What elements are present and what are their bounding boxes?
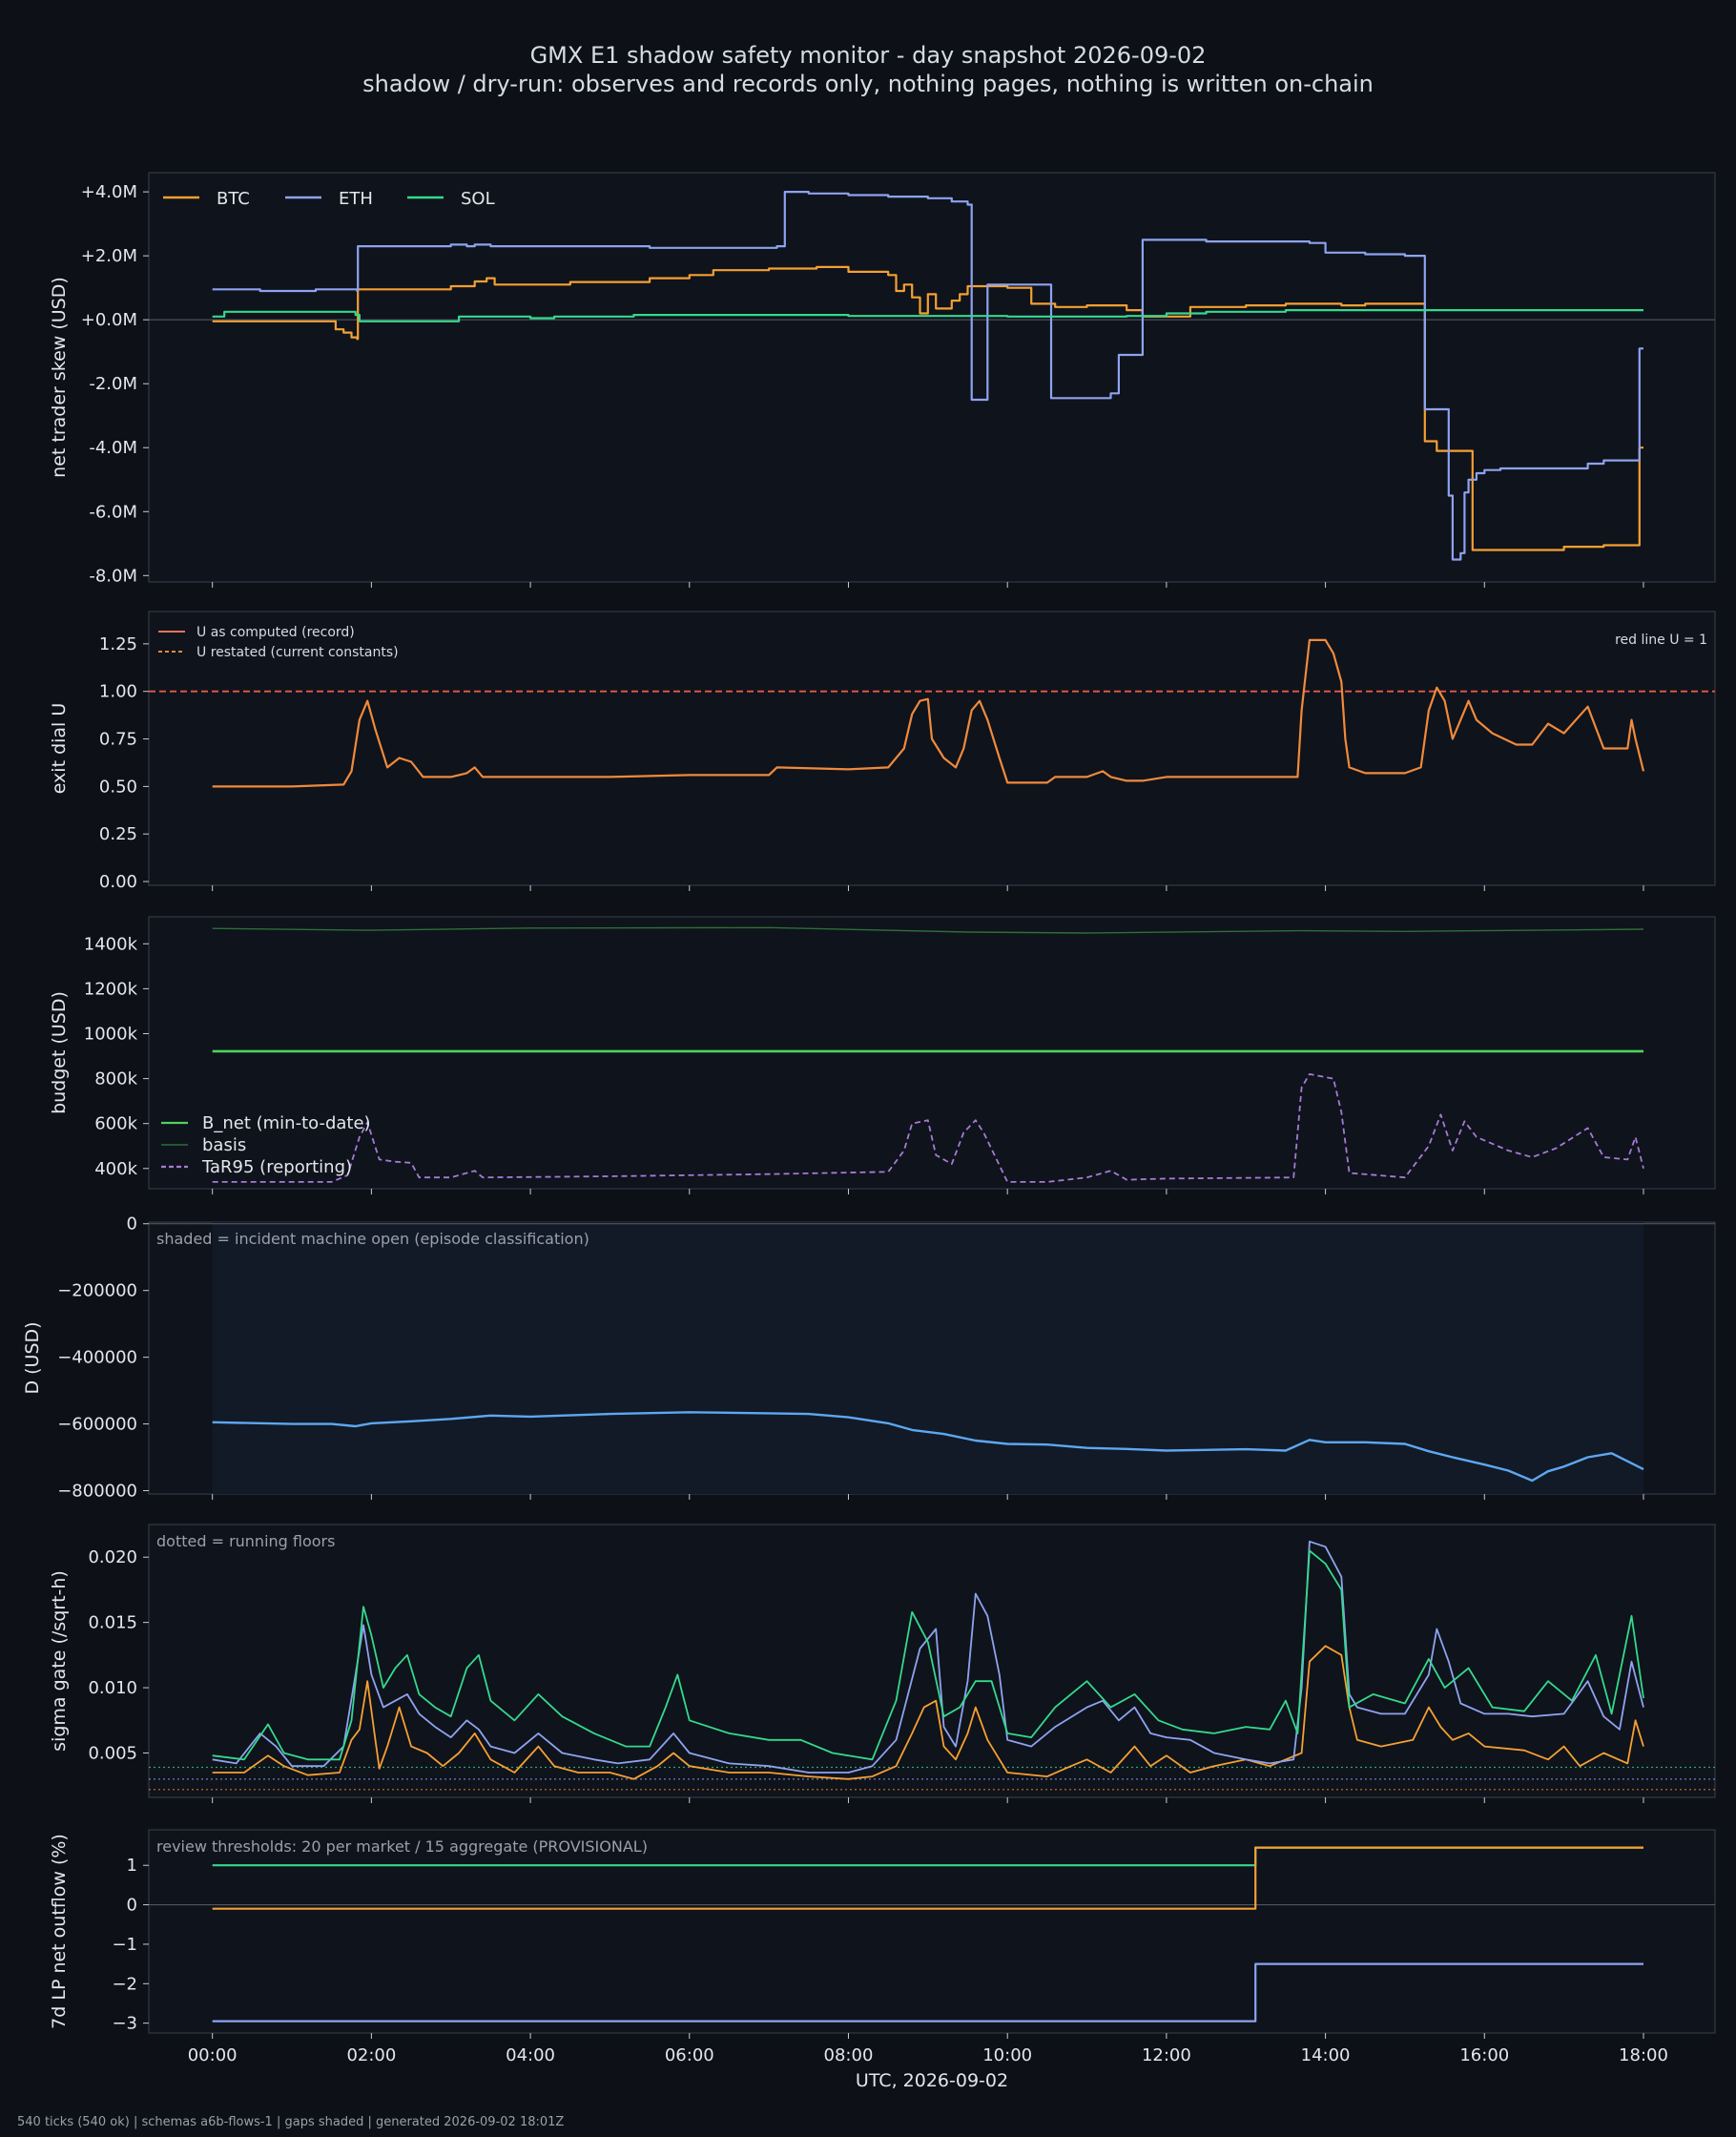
y-tick-label: 600k xyxy=(94,1114,137,1134)
legend-label: basis xyxy=(202,1135,246,1155)
legend: BTC ETH SOL xyxy=(163,189,495,209)
y-tick-label: +4.0M xyxy=(81,182,137,202)
panel-frame xyxy=(148,1829,1716,2034)
y-tick-label: −2 xyxy=(112,1974,137,1994)
series-line-sol xyxy=(212,309,1643,322)
figure-subtitle: shadow / dry-run: observes and records o… xyxy=(362,71,1374,97)
y-tick-label: 0.50 xyxy=(99,777,137,797)
y-tick-label: 1.00 xyxy=(99,682,137,702)
y-tick-label: +2.0M xyxy=(81,246,137,266)
series-line-d xyxy=(212,1411,1644,1483)
y-tick-label: -6.0M xyxy=(89,502,137,522)
series-line-basis xyxy=(212,926,1644,934)
y-axis-label: 7d LP net outflow (%) xyxy=(49,1834,70,2029)
chart-panels: +4.0M +2.0M +0.0M -2.0M -4.0M -6.0M -8.0M net t… xyxy=(22,172,1716,2091)
y-axis-label: exit dial U xyxy=(49,703,70,795)
y-tick-label: 0.015 xyxy=(88,1613,137,1633)
y-tick-label: 0.020 xyxy=(88,1547,137,1567)
series-line-sol xyxy=(212,1549,1644,1761)
legend-label: ETH xyxy=(339,189,373,209)
legend-label: B_net (min-to-date) xyxy=(202,1113,371,1133)
chart-panel-1: +4.0M +2.0M +0.0M -2.0M -4.0M -6.0M -8.0M net t… xyxy=(49,172,1716,588)
x-tick-label: 02:00 xyxy=(346,2045,396,2065)
y-tick-label: 1000k xyxy=(84,1024,138,1044)
x-tick-label: 06:00 xyxy=(665,2045,714,2065)
figure-title: GMX E1 shadow safety monitor - day snaps… xyxy=(530,42,1207,69)
incident-shade xyxy=(212,1222,1643,1494)
y-tick-label: −1 xyxy=(112,1935,137,1955)
x-axis-label: UTC, 2026-09-02 xyxy=(856,2070,1008,2091)
series-line-btc xyxy=(212,1846,1643,1910)
y-tick-label: 0.00 xyxy=(99,872,137,892)
chart-panel-2: red line U = 1 1.25 1.00 0.75 0.50 0.25 0.00 ex… xyxy=(49,611,1716,892)
y-tick-label: -8.0M xyxy=(89,566,137,586)
y-tick-label: 0 xyxy=(127,1214,137,1234)
series-group xyxy=(212,638,1645,788)
y-tick-label: -4.0M xyxy=(89,438,137,458)
chart-panel-4: 0 −200000 −400000 −600000 −800000 D (USD) shad… xyxy=(22,1214,1716,1502)
y-axis-label: D (USD) xyxy=(22,1321,43,1394)
y-axis-label: sigma gate (/sqrt-h) xyxy=(49,1570,70,1752)
series-group xyxy=(212,191,1643,561)
y-tick-label: −800000 xyxy=(57,1482,137,1502)
y-tick-label: 1.25 xyxy=(99,634,137,654)
series-line-eth xyxy=(212,1962,1643,2023)
series-group xyxy=(212,1540,1644,1780)
x-tick-label: 18:00 xyxy=(1619,2045,1668,2065)
y-axis-label: net trader skew (USD) xyxy=(49,277,70,478)
chart-panel-6: 1 0 −1 −2 −3 00:00 02:00 04:00 06:00 08:00 10:00 12… xyxy=(49,1829,1716,2091)
y-tick-label: 1400k xyxy=(84,934,138,954)
series-line-eth xyxy=(212,1540,1644,1774)
y-tick-label: 0.25 xyxy=(99,824,137,844)
panel-note: shaded = incident machine open (episode … xyxy=(156,1230,589,1248)
y-tick-label: 800k xyxy=(94,1069,137,1089)
panel-note: dotted = running floors xyxy=(156,1532,335,1550)
y-tick-label: 0.75 xyxy=(99,730,137,750)
series-group xyxy=(212,926,1644,1183)
y-tick-label: −200000 xyxy=(57,1281,137,1301)
x-tick-label: 08:00 xyxy=(824,2045,874,2065)
y-tick-label: 1200k xyxy=(84,979,138,999)
series-group xyxy=(212,1411,1644,1483)
y-tick-label: −600000 xyxy=(57,1415,137,1435)
y-tick-label: −3 xyxy=(112,2014,137,2034)
x-tick-label: 12:00 xyxy=(1142,2045,1191,2065)
legend: U as computed (record) U restated (curren… xyxy=(158,625,399,660)
x-tick-label: 00:00 xyxy=(188,2045,238,2065)
y-tick-label: −400000 xyxy=(57,1348,137,1368)
series-line-u-restated-current-constants- xyxy=(212,638,1645,788)
x-tick-label: 14:00 xyxy=(1301,2045,1351,2065)
series-line-eth xyxy=(212,191,1643,561)
series-line-tar95-reporting- xyxy=(212,1073,1644,1183)
legend-label: BTC xyxy=(217,189,250,209)
series-line-btc xyxy=(212,265,1643,551)
series-line-btc xyxy=(212,1645,1644,1780)
panel-frame xyxy=(148,172,1716,583)
x-tick-label: 10:00 xyxy=(982,2045,1032,2065)
x-tick-label: 04:00 xyxy=(506,2045,555,2065)
y-tick-label: 1 xyxy=(127,1856,137,1876)
x-tick-label: 16:00 xyxy=(1459,2045,1509,2065)
chart-panel-5: 0.020 0.015 0.010 0.005 sigma gate (/sqrt-h)… xyxy=(49,1524,1716,1803)
y-tick-label: -2.0M xyxy=(89,374,137,394)
y-tick-label: 0 xyxy=(127,1896,137,1916)
legend-label: U as computed (record) xyxy=(196,625,355,640)
y-axis-label: budget (USD) xyxy=(49,991,70,1114)
chart-panel-3: 1400k 1200k 1000k 800k 600k 400k budget (USD) B… xyxy=(49,916,1716,1194)
panel-frame xyxy=(148,611,1716,886)
red-line-label: red line U = 1 xyxy=(1615,633,1707,648)
y-tick-label: 0.005 xyxy=(88,1743,137,1763)
y-tick-label: 400k xyxy=(94,1159,137,1179)
legend-label: U restated (current constants) xyxy=(196,645,399,660)
y-tick-label: 0.010 xyxy=(88,1678,137,1698)
panel-note: review thresholds: 20 per market / 15 ag… xyxy=(156,1837,648,1856)
legend-label: TaR95 (reporting) xyxy=(201,1157,352,1177)
legend-label: SOL xyxy=(461,189,495,209)
series-group xyxy=(212,1846,1643,2023)
footer-status: 540 ticks (540 ok) | schemas a6b-flows-1… xyxy=(17,2115,564,2129)
y-tick-label: +0.0M xyxy=(81,310,137,330)
panel-frame xyxy=(148,916,1716,1190)
